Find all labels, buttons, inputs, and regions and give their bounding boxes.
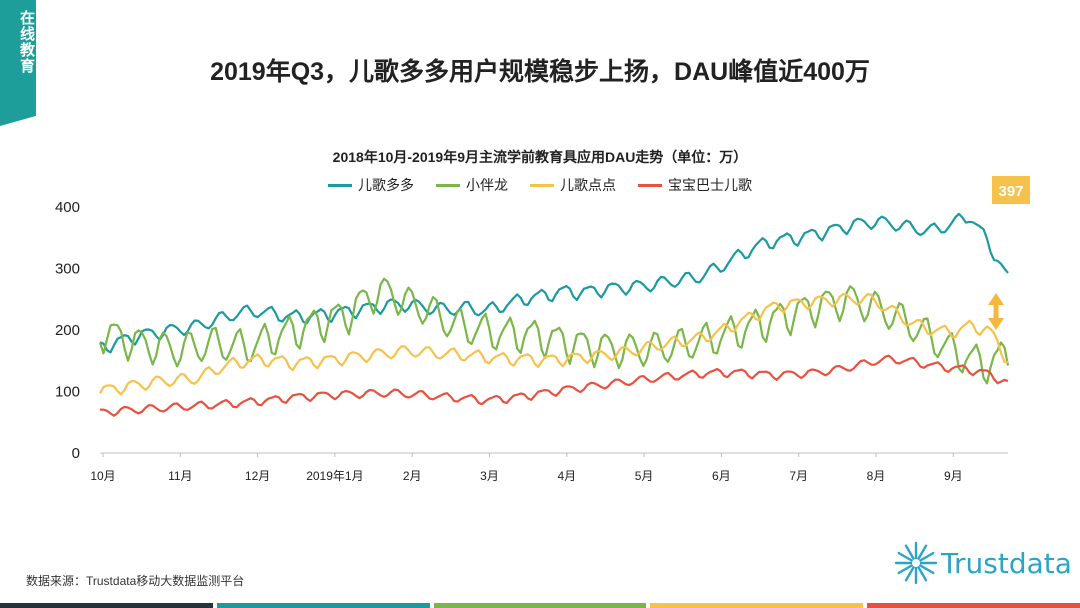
y-tick-label: 400	[55, 199, 80, 216]
sunburst-logo-icon	[894, 541, 938, 585]
x-tick-label: 2月	[403, 469, 422, 483]
y-tick-label: 300	[55, 261, 80, 278]
x-tick-label: 3月	[480, 469, 499, 483]
bottom-bar-segment	[216, 603, 430, 608]
x-tick-label: 10月	[90, 469, 115, 483]
annotation-arrow-head-up	[988, 292, 1004, 305]
legend-swatch	[436, 183, 460, 187]
series-line-2	[99, 292, 1009, 396]
legend-swatch	[530, 183, 554, 187]
data-source-note: 数据来源：Trustdata移动大数据监测平台	[26, 574, 245, 588]
x-tick-label: 12月	[245, 469, 270, 483]
annotation-arrow-head-down	[988, 318, 1004, 330]
legend-label: 小伴龙	[466, 177, 508, 193]
side-category-tag: 在线教育	[0, 0, 36, 126]
chart-title: 2018年10月-2019年9月主流学前教育具应用DAU走势（单位：万）	[332, 149, 748, 165]
chart-legend: 儿歌多多 小伴龙 儿歌点点 宝宝巴士儿歌	[0, 175, 1080, 195]
bottom-bar-segment	[433, 603, 647, 608]
legend-item-erge-diandian: 儿歌点点	[530, 175, 616, 195]
legend-item-xiaobanlong: 小伴龙	[436, 175, 508, 195]
peak-value-label: 397	[998, 183, 1023, 200]
bottom-bar-segment	[0, 603, 213, 608]
legend-item-baobao-bashi: 宝宝巴士儿歌	[638, 175, 752, 195]
side-tag-label: 在线教育	[18, 10, 35, 74]
x-tick-label: 7月	[789, 469, 808, 483]
legend-swatch	[328, 183, 352, 187]
y-tick-label: 200	[55, 322, 80, 339]
x-tick-label: 6月	[712, 469, 731, 483]
x-tick-label: 4月	[557, 469, 576, 483]
legend-label: 宝宝巴士儿歌	[668, 177, 752, 193]
x-tick-label: 11月	[168, 469, 192, 483]
y-tick-label: 100	[55, 384, 80, 401]
legend-swatch	[638, 183, 662, 187]
series-line-3	[99, 354, 1009, 417]
y-tick-label: 0	[72, 445, 80, 462]
peak-value-badge	[992, 176, 1030, 204]
trustdata-logo: Trustdata	[893, 540, 1072, 586]
series-line-0	[99, 212, 1009, 354]
x-tick-label: 2019年1月	[306, 469, 363, 483]
legend-item-erge-duoduo: 儿歌多多	[328, 175, 414, 195]
bottom-bar-segment	[867, 603, 1080, 608]
legend-label: 儿歌点点	[560, 177, 616, 193]
page-title: 2019年Q3，儿歌多多用户规模稳步上扬，DAU峰值近400万	[210, 58, 870, 86]
bottom-color-bar	[0, 603, 1080, 608]
x-tick-label: 8月	[867, 469, 886, 483]
brand-name: Trustdata	[941, 546, 1072, 580]
x-tick-label: 9月	[944, 469, 963, 483]
legend-label: 儿歌多多	[358, 177, 414, 193]
x-tick-label: 5月	[635, 469, 654, 483]
bottom-bar-segment	[650, 603, 864, 608]
